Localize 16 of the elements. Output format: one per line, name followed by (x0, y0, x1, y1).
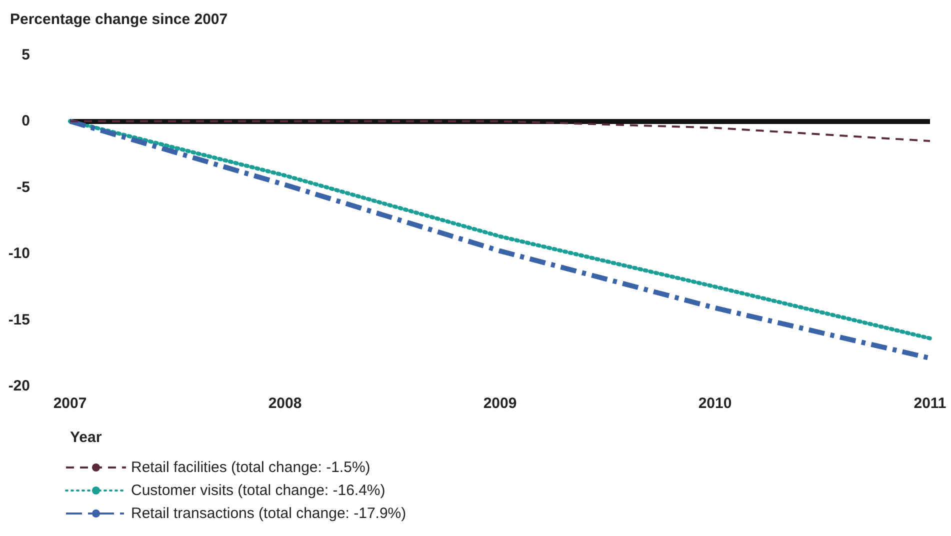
x-tick-label: 2009 (483, 395, 517, 412)
x-tick-label: 2008 (268, 395, 302, 412)
y-axis-title: Percentage change since 2007 (10, 11, 228, 28)
y-tick-label: 5 (22, 46, 30, 64)
y-tick-label: -20 (8, 378, 30, 394)
x-tick-label: 2011 (914, 395, 946, 412)
y-tick-label: -10 (8, 245, 30, 262)
x-tick-label: 2007 (53, 395, 87, 412)
legend-label: Customer visits (total change: -16.4%) (131, 482, 386, 499)
y-tick-label: -5 (16, 178, 30, 196)
legend-label: Retail transactions (total change: -17.9%) (131, 505, 406, 522)
y-tick-label: -15 (8, 311, 30, 328)
legend-label: Retail facilities (total change: -1.5%) (131, 459, 370, 476)
x-axis-title: Year (70, 429, 102, 446)
x-tick-label: 2010 (698, 395, 732, 412)
y-tick-label: 0 (22, 112, 30, 130)
